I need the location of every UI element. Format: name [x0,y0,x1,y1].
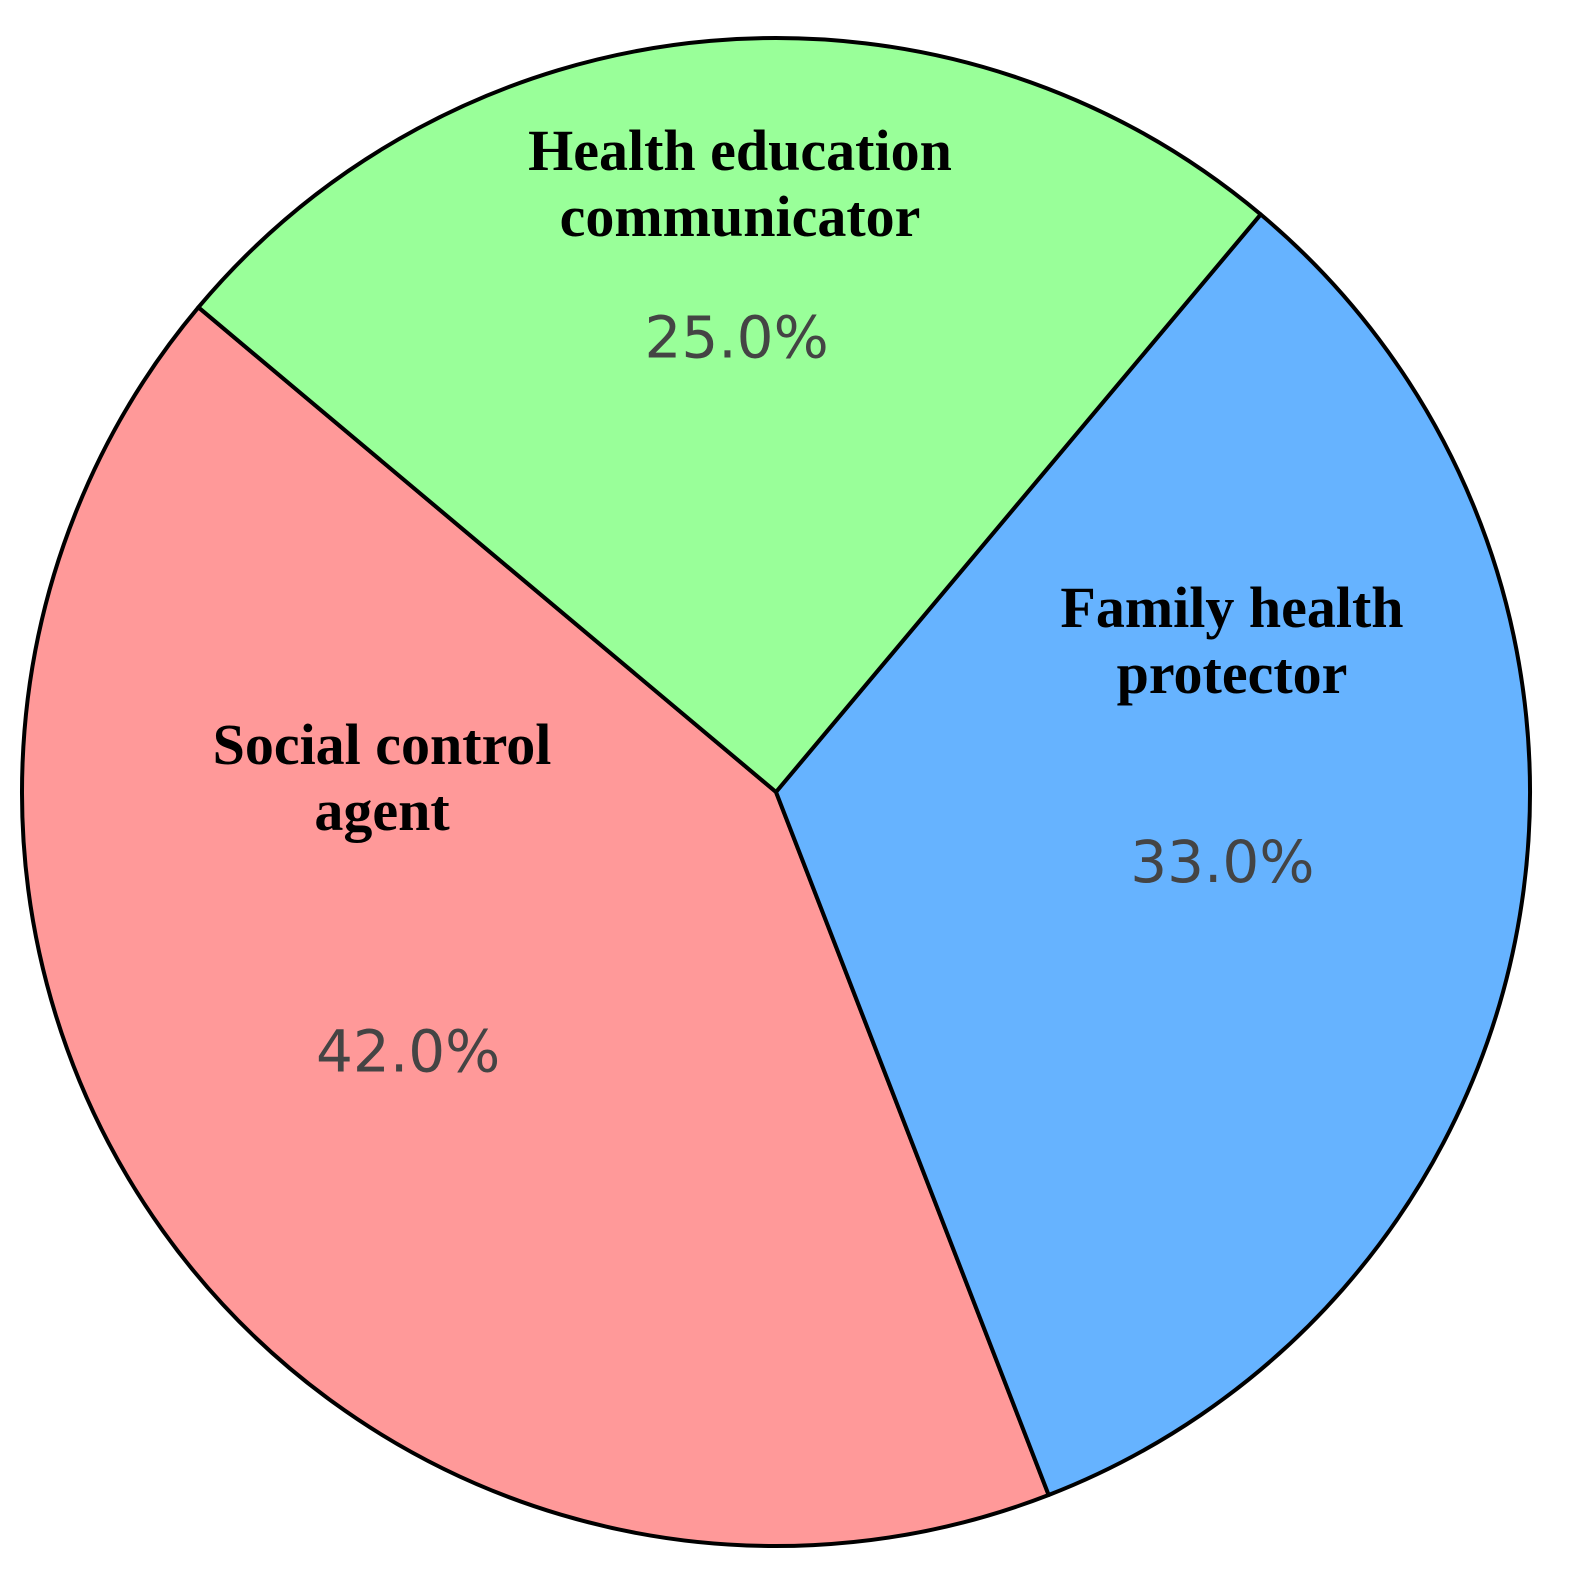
category-label: Health education communicator [528,118,952,249]
percent-label: 33.0% [1130,828,1314,896]
pie-slice [20,305,1051,1548]
pie-slice [196,36,1263,794]
percent-label: 42.0% [316,1017,500,1085]
category-label: Social control agent [212,712,552,843]
pie-slice [774,212,1532,1497]
category-label: Family health protector [1060,575,1404,706]
percent-label: 25.0% [644,303,828,371]
